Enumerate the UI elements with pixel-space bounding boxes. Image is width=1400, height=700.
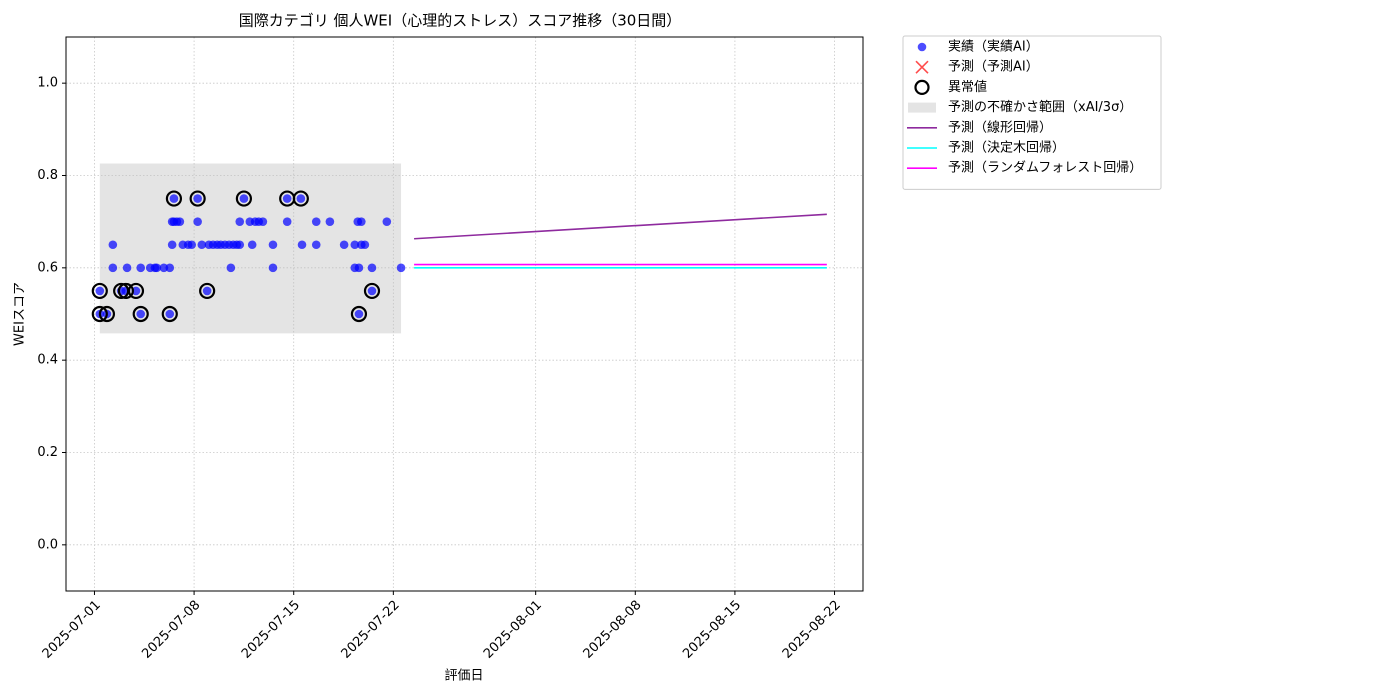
legend-swatch xyxy=(914,79,930,96)
legend-label: 実績（実績AI） xyxy=(948,39,1039,55)
actual-point xyxy=(268,240,278,250)
plot-frame xyxy=(65,36,864,592)
y-axis-label: WEIスコア xyxy=(13,282,28,346)
legend-swatch xyxy=(917,42,927,52)
outlier-marker xyxy=(199,282,216,300)
actual-point xyxy=(354,263,364,273)
actual-point xyxy=(122,263,132,273)
outlier-marker xyxy=(117,282,134,300)
legend-label: 異常値 xyxy=(948,79,987,95)
x-axis-label: 評価日 xyxy=(444,669,483,684)
legend-label: 予測（決定木回帰） xyxy=(948,140,1065,156)
legend-swatch xyxy=(908,102,936,113)
actual-point xyxy=(350,240,360,250)
outlier-marker xyxy=(189,190,206,207)
actual-point xyxy=(357,217,366,226)
actual-point xyxy=(197,240,207,250)
actual-point xyxy=(202,286,212,296)
outlier-marker xyxy=(165,190,183,207)
outlier-marker xyxy=(127,282,145,300)
legend-label: 予測の不確かさ範囲（xAI/3σ） xyxy=(948,99,1132,115)
actual-point xyxy=(258,217,268,226)
actual-point xyxy=(136,263,146,273)
actual-point xyxy=(152,263,162,273)
actual-point xyxy=(165,309,175,319)
legend-label: 予測（ランダムフォレスト回帰） xyxy=(948,160,1142,176)
x-tick-label: 2025-08-22 xyxy=(780,598,844,662)
x-tick-label: 2025-07-01 xyxy=(40,598,104,662)
x-tick-label: 2025-08-15 xyxy=(680,598,744,662)
y-tick-label: 0.6 xyxy=(37,260,58,275)
outlier-marker xyxy=(363,282,381,300)
actual-point xyxy=(367,263,377,273)
actual-point xyxy=(95,286,105,296)
actual-point xyxy=(382,217,392,226)
x-tick-label: 2025-07-22 xyxy=(339,598,403,662)
actual-point xyxy=(297,240,307,250)
actual-point xyxy=(235,240,245,250)
actual-point xyxy=(311,240,321,250)
actual-point xyxy=(367,286,377,296)
forecast-line xyxy=(414,213,827,240)
y-tick-label: 0.8 xyxy=(37,168,58,183)
outlier-marker xyxy=(91,282,108,300)
actual-point xyxy=(268,263,278,273)
outlier-marker xyxy=(292,190,309,207)
actual-point xyxy=(325,217,335,226)
actual-point xyxy=(296,194,306,203)
actual-point xyxy=(282,194,292,203)
actual-point xyxy=(239,194,249,203)
y-tick-label: 1.0 xyxy=(37,76,58,91)
actual-point xyxy=(339,240,349,250)
outlier-marker xyxy=(235,190,253,207)
legend-label: 予測（予測AI） xyxy=(948,60,1039,75)
actual-point xyxy=(396,263,406,273)
actual-point xyxy=(108,240,118,250)
actual-point xyxy=(167,240,177,250)
actual-point xyxy=(235,217,245,226)
x-tick-label: 2025-07-15 xyxy=(239,598,303,662)
actual-point xyxy=(360,240,370,250)
actual-point xyxy=(193,194,202,203)
y-tick-label: 0.0 xyxy=(37,537,58,552)
actual-point xyxy=(165,263,175,273)
legend-label: 予測（線形回帰） xyxy=(948,119,1052,135)
actual-point xyxy=(159,263,169,273)
chart-title: 国際カテゴリ 個人WEI（心理的ストレス）スコア推移（30日間） xyxy=(239,12,682,30)
actual-point xyxy=(187,240,197,250)
actual-point xyxy=(311,217,321,226)
x-tick-label: 2025-07-08 xyxy=(139,598,203,662)
actual-point xyxy=(282,217,292,226)
outlier-marker xyxy=(350,305,368,323)
outlier-marker xyxy=(161,305,178,323)
x-tick-label: 2025-08-08 xyxy=(581,598,645,662)
actual-point xyxy=(193,217,202,226)
actual-point xyxy=(136,309,146,319)
actual-point xyxy=(131,286,141,296)
actual-point xyxy=(108,263,118,273)
outlier-marker xyxy=(91,305,108,323)
legend-swatch xyxy=(915,60,929,74)
actual-point xyxy=(169,194,179,203)
actual-point xyxy=(175,217,185,226)
y-tick-label: 0.4 xyxy=(37,353,58,368)
x-tick-label: 2025-08-01 xyxy=(481,598,545,662)
actual-point xyxy=(226,263,236,273)
legend-frame xyxy=(902,35,1162,190)
y-tick-label: 0.2 xyxy=(37,445,58,460)
actual-point xyxy=(247,240,257,250)
outlier-marker xyxy=(132,305,149,323)
actual-point xyxy=(354,309,364,319)
outlier-marker xyxy=(98,305,116,323)
